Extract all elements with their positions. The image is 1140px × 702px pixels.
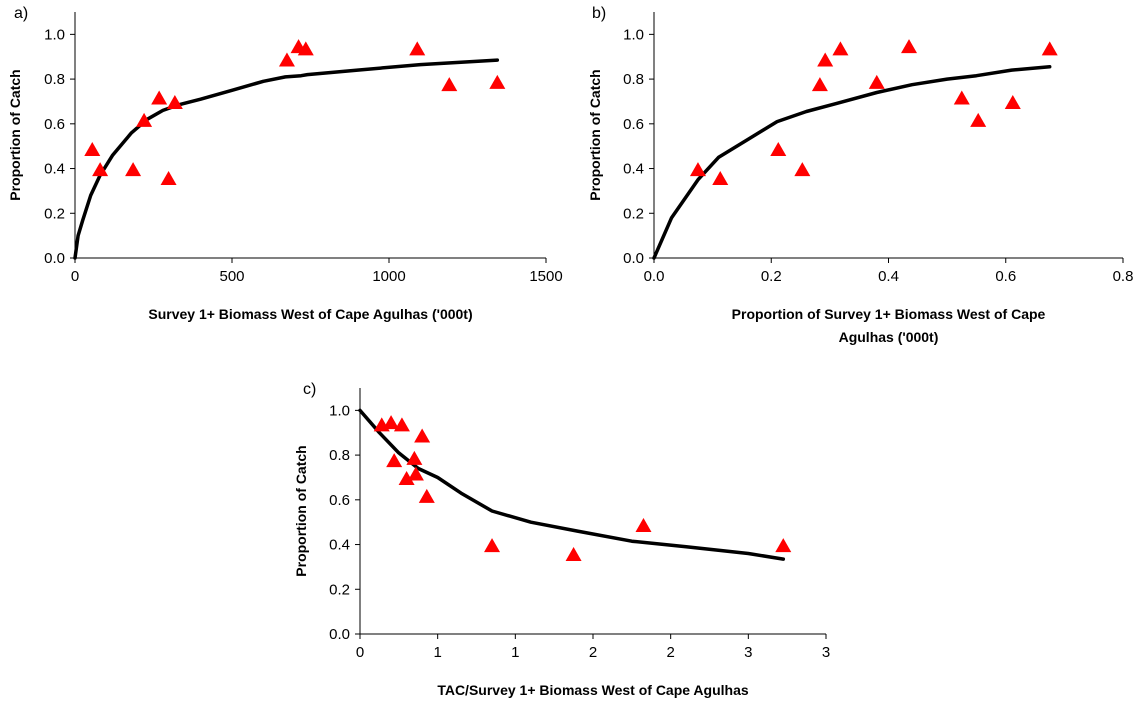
data-point-triangle — [418, 488, 435, 503]
x-tick-label: 0 — [71, 268, 79, 285]
data-point-triangle — [489, 74, 506, 89]
x-tick-label: 3 — [822, 644, 830, 661]
y-tick-label: 0.0 — [623, 250, 644, 267]
data-point-triangle — [297, 41, 314, 56]
data-point-triangle — [565, 547, 582, 562]
data-point-triangle — [635, 517, 652, 532]
data-point-triangle — [817, 52, 834, 67]
data-point-triangle — [770, 141, 787, 156]
data-point-triangle — [125, 162, 142, 177]
y-tick-label: 0.4 — [329, 537, 350, 554]
data-point-triangle — [901, 39, 918, 54]
x-axis-title: TAC/Survey 1+ Biomass West of Cape Agulh… — [437, 682, 749, 698]
chart-panel-c: 0.0 0.2 0.4 0.6 0.8 1.0 0 1 1 2 2 3 3 TAC/Survey 1+ B… — [293, 381, 830, 698]
data-point-triangle — [484, 538, 501, 553]
x-tick-label: 0 — [356, 644, 364, 661]
data-point-triangle — [689, 162, 706, 177]
x-axis-title: Agulhas ('000t) — [839, 329, 939, 345]
data-point-triangle — [160, 171, 177, 186]
panel-label: b) — [592, 5, 606, 22]
y-tick-label: 0.0 — [44, 250, 65, 267]
x-tick-label: 0.8 — [1113, 268, 1134, 285]
data-point-triangle — [151, 90, 168, 105]
y-tick-label: 0.4 — [623, 161, 644, 178]
y-tick-label: 0.6 — [329, 492, 350, 509]
data-point-triangle — [414, 428, 431, 443]
panel-label: c) — [303, 381, 316, 398]
y-tick-label: 0.6 — [623, 116, 644, 133]
x-axis-title: Survey 1+ Biomass West of Cape Agulhas (… — [148, 306, 472, 322]
data-point-triangle — [393, 417, 410, 432]
data-point-triangle — [953, 90, 970, 105]
y-tick-label: 0.4 — [44, 161, 65, 178]
panel-label: a) — [14, 5, 28, 22]
x-tick-label: 2 — [666, 644, 674, 661]
x-tick-label: 500 — [219, 268, 244, 285]
y-tick-label: 1.0 — [329, 402, 350, 419]
y-axis-title: Proportion of Catch — [7, 69, 23, 200]
data-point-triangle — [409, 41, 426, 56]
data-point-triangle — [92, 162, 109, 177]
data-point-triangle — [406, 450, 423, 465]
fitted-curve — [652, 65, 1052, 260]
data-point-triangle — [868, 74, 885, 89]
data-point-triangle — [811, 77, 828, 92]
x-tick-label: 0.4 — [878, 268, 899, 285]
data-point-triangle — [1004, 95, 1021, 110]
data-point-triangle — [1041, 41, 1058, 56]
x-tick-label: 1 — [511, 644, 519, 661]
y-tick-label: 0.2 — [329, 581, 350, 598]
x-tick-label: 0.0 — [644, 268, 665, 285]
data-point-triangle — [970, 112, 987, 127]
data-point-triangle — [441, 77, 458, 92]
data-point-triangle — [166, 95, 183, 110]
y-tick-label: 0.2 — [623, 205, 644, 222]
x-tick-label: 0.2 — [761, 268, 782, 285]
y-tick-label: 0.2 — [44, 205, 65, 222]
x-tick-label: 3 — [744, 644, 752, 661]
data-point-triangle — [383, 415, 400, 430]
data-point-triangle — [398, 471, 415, 486]
chart-panel-b: 0.0 0.2 0.4 0.6 0.8 1.0 0.0 0.2 0.4 0.6 0.8 Proport… — [587, 5, 1133, 345]
chart-panel-a: 0.0 0.2 0.4 0.6 0.8 1.0 0 500 1000 1500 Survey 1+ … — [7, 5, 563, 322]
data-point-triangle — [407, 466, 424, 481]
data-point-triangle — [278, 52, 295, 67]
data-point-triangle — [775, 538, 792, 553]
y-tick-label: 0.8 — [623, 71, 644, 88]
y-tick-label: 1.0 — [44, 26, 65, 43]
x-tick-label: 1000 — [372, 268, 405, 285]
data-point-triangle — [794, 162, 811, 177]
data-point-triangle — [136, 112, 153, 127]
data-point-triangle — [84, 141, 101, 156]
y-tick-label: 0.0 — [329, 626, 350, 643]
y-tick-label: 0.6 — [44, 116, 65, 133]
y-axis-title: Proportion of Catch — [293, 445, 309, 576]
fitted-curve — [73, 58, 500, 260]
y-tick-label: 0.8 — [329, 447, 350, 464]
x-tick-label: 2 — [589, 644, 597, 661]
y-tick-label: 0.8 — [44, 71, 65, 88]
x-axis-title: Proportion of Survey 1+ Biomass West of … — [732, 306, 1046, 322]
data-point-triangle — [832, 41, 849, 56]
data-point-triangle — [386, 453, 403, 468]
y-axis-title: Proportion of Catch — [587, 69, 603, 200]
x-tick-label: 1 — [433, 644, 441, 661]
x-tick-label: 1500 — [529, 268, 562, 285]
fitted-curve — [358, 408, 786, 561]
y-tick-label: 1.0 — [623, 26, 644, 43]
x-tick-label: 0.6 — [995, 268, 1016, 285]
data-point-triangle — [712, 171, 729, 186]
